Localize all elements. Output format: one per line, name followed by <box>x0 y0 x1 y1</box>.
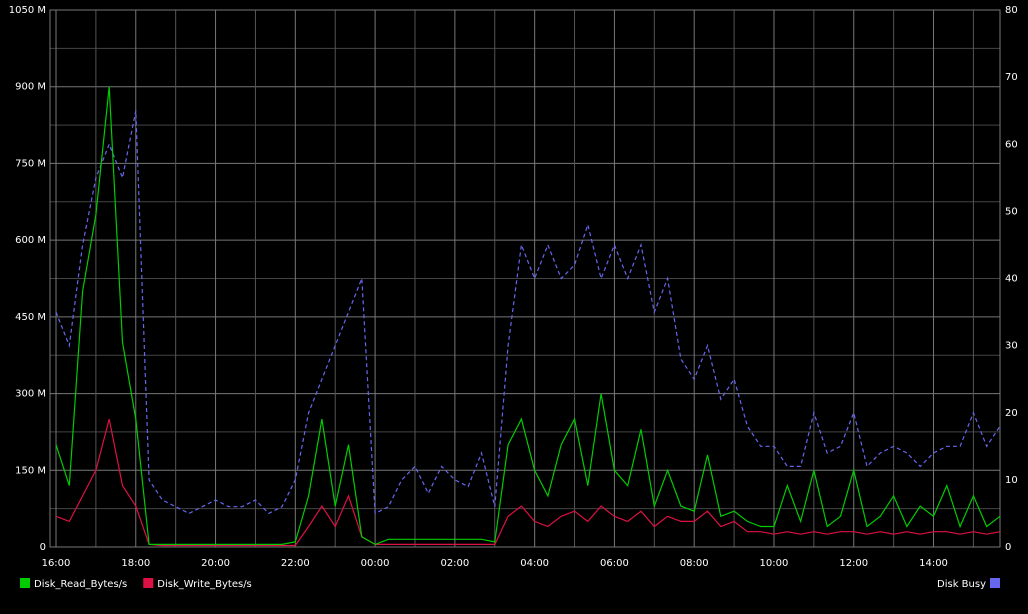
series-line <box>55 110 1001 515</box>
series-line <box>55 418 1001 547</box>
y2-tick-label: 30 <box>1005 341 1018 352</box>
plot-border <box>49 9 1001 548</box>
x-tick-label: 08:00 <box>680 558 709 569</box>
x-tick-label: 12:00 <box>839 558 868 569</box>
y-tick-label: 150 M <box>15 465 46 476</box>
y-tick-label: 300 M <box>15 389 46 400</box>
x-tick-label: 22:00 <box>281 558 310 569</box>
legend-label: Disk_Write_Bytes/s <box>157 579 252 590</box>
x-tick-label: 06:00 <box>600 558 629 569</box>
y2-tick-label: 80 <box>1005 5 1018 16</box>
y-tick-label: 900 M <box>15 82 46 93</box>
x-tick-label: 18:00 <box>121 558 150 569</box>
x-tick-label: 00:00 <box>361 558 390 569</box>
y2-tick-label: 70 <box>1005 72 1018 83</box>
y-tick-label: 750 M <box>15 158 46 169</box>
y2-tick-label: 60 <box>1005 139 1018 150</box>
x-tick-label: 10:00 <box>760 558 789 569</box>
legend-label: Disk Busy <box>937 579 986 590</box>
legend-swatch <box>20 578 30 588</box>
legend-swatch <box>143 578 154 588</box>
x-tick-label: 14:00 <box>919 558 948 569</box>
y2-tick-label: 10 <box>1005 475 1018 486</box>
y-tick-label: 600 M <box>15 235 46 246</box>
y2-tick-label: 20 <box>1005 408 1018 419</box>
y-tick-label: 1050 M <box>9 5 46 16</box>
x-tick-label: 02:00 <box>440 558 469 569</box>
y-tick-label: 0 <box>40 542 46 553</box>
y2-tick-label: 50 <box>1005 206 1018 217</box>
y2-tick-label: 40 <box>1005 274 1018 285</box>
y2-tick-label: 0 <box>1005 542 1011 553</box>
series-line <box>55 86 1001 546</box>
x-tick-label: 16:00 <box>42 558 71 569</box>
legend-label: Disk_Read_Bytes/s <box>34 579 127 590</box>
y-tick-label: 450 M <box>15 312 46 323</box>
x-tick-label: 20:00 <box>201 558 230 569</box>
x-tick-label: 04:00 <box>520 558 549 569</box>
legend-swatch <box>990 578 1000 588</box>
